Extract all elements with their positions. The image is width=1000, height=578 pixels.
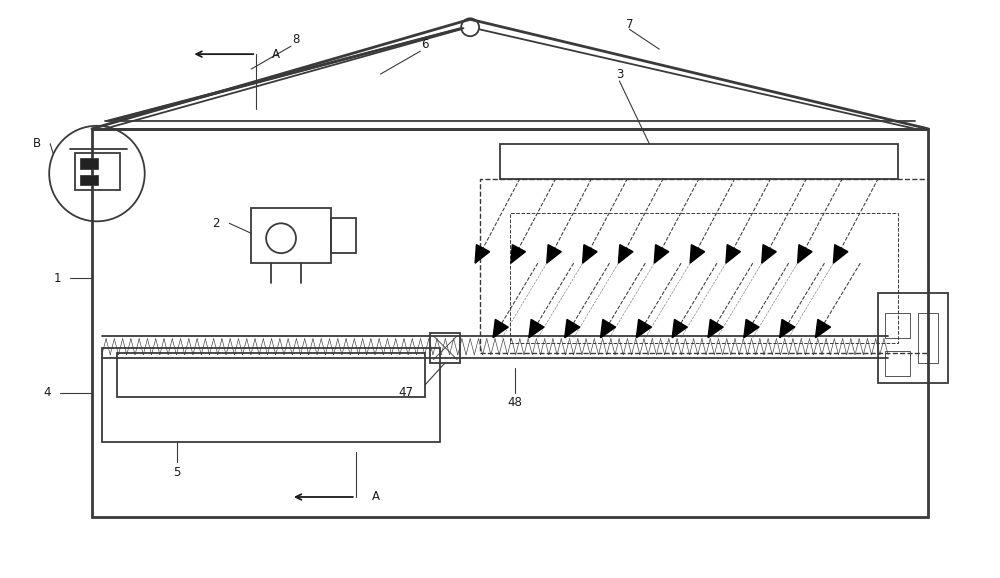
Polygon shape [565,320,580,338]
Polygon shape [618,244,633,263]
Text: 1: 1 [53,272,61,284]
Bar [878,293,948,383]
Bar [80,175,98,186]
Bar [75,153,120,191]
Text: B: B [33,137,41,150]
Bar [918,313,938,362]
Polygon shape [547,244,561,263]
Text: A: A [372,491,380,503]
Polygon shape [780,320,795,338]
Bar [480,179,928,353]
Text: 6: 6 [422,38,429,51]
Polygon shape [583,244,597,263]
Polygon shape [833,244,848,263]
Polygon shape [493,320,508,338]
Polygon shape [690,244,705,263]
Text: 47: 47 [398,386,413,399]
Polygon shape [726,244,740,263]
Bar [92,129,928,517]
Polygon shape [744,320,759,338]
Bar [500,144,898,179]
Text: 7: 7 [626,18,633,31]
Polygon shape [511,244,525,263]
Bar [117,353,425,398]
Bar [885,313,910,338]
Polygon shape [601,320,616,338]
Text: 8: 8 [292,33,300,46]
Polygon shape [798,244,812,263]
Text: 3: 3 [616,68,623,80]
Bar [251,209,331,263]
Text: A: A [272,47,280,61]
Polygon shape [636,320,651,338]
Text: 5: 5 [173,466,180,479]
Polygon shape [475,244,490,263]
Text: 2: 2 [213,217,220,230]
Polygon shape [708,320,723,338]
Polygon shape [815,320,831,338]
Text: 4: 4 [43,386,51,399]
Bar [885,351,910,376]
Bar [430,333,460,362]
Text: 48: 48 [507,396,522,409]
Bar [80,158,98,169]
Polygon shape [529,320,544,338]
Bar [102,348,440,442]
Polygon shape [672,320,687,338]
Polygon shape [762,244,776,263]
Polygon shape [654,244,669,263]
Bar [331,218,356,253]
Bar [510,213,898,343]
